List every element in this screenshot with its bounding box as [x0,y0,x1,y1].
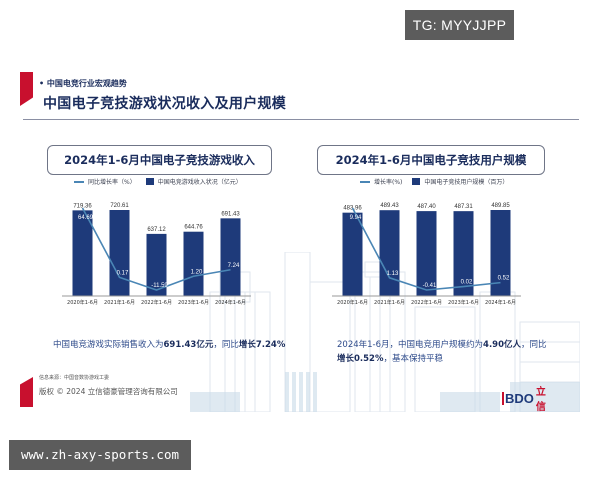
line-value-label: 0.52 [498,276,510,282]
x-tick-label: 2023年1-6月 [448,299,479,306]
bar [183,231,204,296]
accent-bar-top [20,72,33,106]
x-tick-label: 2020年1-6月 [67,299,98,306]
bar-value-label: 720.61 [110,203,129,209]
bar [453,211,474,296]
x-tick-label: 2022年1-6月 [141,299,172,306]
revenue-chart-title: 2024年1-6月中国电子竞技游戏收入 [47,145,272,175]
users-chart-legend: 增长率(%) 中国电子竞技用户规模（百万） [360,177,508,186]
skyline-background-illustration [190,252,580,412]
growth-line [351,207,501,291]
x-tick-label: 2024年1-6月 [485,299,516,306]
users-chart-title: 2024年1-6月中国电子竞技用户规模 [317,145,545,175]
users-description: 2024年1-6月，中国电竞用户规模约为4.90亿人，同比 增长0.52%，基本保… [337,340,547,364]
bar-value-label: 691.43 [221,211,240,217]
line-legend-swatch [74,180,84,183]
bar-value-label: 644.76 [184,225,203,231]
line-value-label: 0.17 [117,270,129,276]
line-value-label: 9.94 [350,215,362,221]
bar-value-label: 487.40 [417,204,436,210]
bdo-logo: BDO 立信 [502,383,546,412]
x-tick-label: 2024年1-6月 [215,299,246,306]
slide: • 中国电竞行业宏观趋势 中国电子竞技游戏状况收入及用户规模 2024年1-6月… [20,62,580,412]
bar [379,210,400,296]
x-tick-label: 2020年1-6月 [337,299,368,306]
x-tick-label: 2023年1-6月 [178,299,209,306]
accent-bar-bottom [20,377,33,407]
legend-line-label: 增长率(%) [374,179,403,186]
revenue-description: 中国电竞游戏实际销售收入为691.43亿元，同比增长7.24% [53,340,286,350]
users-chart: 483.962020年1-6月489.432021年1-6月487.402022… [332,203,521,306]
page-title: 中国电子竞技游戏状况收入及用户规模 [43,96,287,112]
revenue-chart-legend: 同比增长率（%） 中国电竞游戏收入状况（亿元） [74,177,242,186]
line-value-label: 1.20 [191,269,203,275]
legend-bar-label: 中国电子竞技用户规模（百万） [424,179,509,186]
url-watermark-badge: www.zh-axy-sports.com [9,440,191,470]
bar [220,218,241,296]
line-legend-swatch [360,180,370,183]
line-value-label: -11.59 [151,283,168,289]
x-tick-label: 2021年1-6月 [374,299,405,306]
data-source: 信息来源：中国音数协游戏工委 [39,375,110,381]
line-value-label: -0.41 [423,283,437,289]
bar [490,210,511,296]
x-tick-label: 2022年1-6月 [411,299,442,306]
tg-watermark-badge: TG: MYYJJPP [405,10,514,40]
bar-value-label: 637.12 [147,227,166,233]
bar [146,233,167,296]
bar [109,210,130,296]
line-value-label: 0.02 [461,280,473,286]
growth-line [81,207,231,291]
section-label: • 中国电竞行业宏观趋势 [39,79,127,88]
bar-value-label: 489.85 [491,203,510,209]
bar-value-label: 489.43 [380,203,399,209]
line-value-label: 64.69 [78,215,94,221]
bar-value-label: 719.36 [73,203,92,209]
bar [416,211,437,296]
legend-line-label: 同比增长率（%） [88,179,136,186]
copyright: 版权 © 2024 立信德豪管理咨询有限公司 [39,387,178,396]
line-value-label: 7.24 [228,263,240,269]
bar-legend-swatch [412,178,421,185]
revenue-chart: 719.36 2020年1-6月 720.61 2021年1-6月 637.12 2022… [62,203,251,306]
x-tick-label: 2021年1-6月 [104,299,135,306]
bar-value-label: 487.31 [454,204,473,210]
line-value-label: 1.13 [387,271,399,277]
bar-legend-swatch [145,178,154,185]
title-divider [23,119,579,120]
bar [72,210,93,296]
legend-bar-label: 中国电竞游戏收入状况（亿元） [157,179,242,186]
bar [342,212,363,296]
